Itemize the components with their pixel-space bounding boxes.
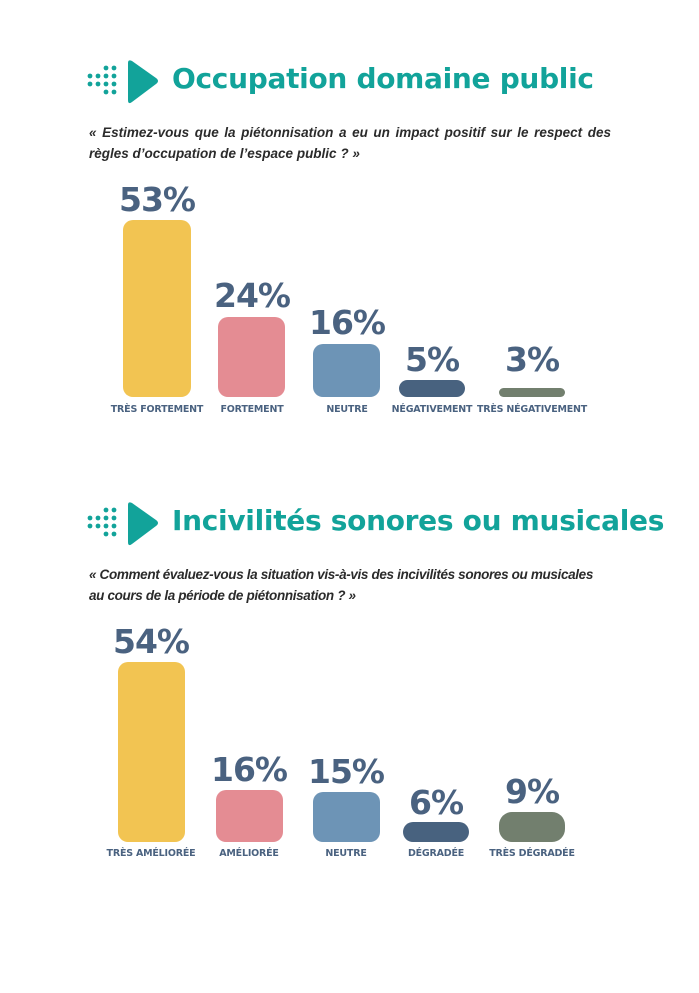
value-label: 6% xyxy=(408,783,464,822)
category-label: TRÈS DÉGRADÉE xyxy=(489,848,575,859)
survey-question: « Comment évaluez-vous la situation vis-… xyxy=(89,567,593,603)
value-label: 16% xyxy=(309,303,386,342)
bar-degradee xyxy=(403,822,469,842)
value-label: 24% xyxy=(214,276,291,315)
bar-fortement xyxy=(218,317,285,397)
bar-tres-negativement xyxy=(499,388,565,397)
survey-question: « Estimez-vous que la piétonnisation a e… xyxy=(89,125,611,161)
dots-play-arrow-icon xyxy=(87,502,158,546)
category-label: TRÈS FORTEMENT xyxy=(110,404,204,415)
value-label: 3% xyxy=(504,340,560,379)
category-label: NEUTRE xyxy=(325,848,367,859)
dots-play-arrow-icon xyxy=(87,60,158,104)
category-label: TRÈS NÉGATIVEMENT xyxy=(476,404,588,415)
value-label: 16% xyxy=(211,750,288,789)
bar-amelioree xyxy=(216,790,283,842)
category-label: AMÉLIORÉE xyxy=(219,848,279,859)
value-label: 54% xyxy=(113,622,190,661)
section-title: Occupation domaine public xyxy=(172,62,594,95)
section-title: Incivilités sonores ou musicales xyxy=(172,504,665,537)
category-label: TRÈS AMÉLIORÉE xyxy=(106,848,196,859)
value-label: 53% xyxy=(119,180,196,219)
category-label: DÉGRADÉE xyxy=(407,848,465,859)
category-label: FORTEMENT xyxy=(220,404,284,415)
bar-neutre xyxy=(313,344,380,397)
bar-negativement xyxy=(399,380,465,397)
bar-neutre xyxy=(313,792,380,842)
value-label: 5% xyxy=(404,340,460,379)
bar-tres-amelioree xyxy=(118,662,185,842)
bar-tres-fortement xyxy=(123,220,191,397)
category-label: NÉGATIVEMENT xyxy=(391,404,473,415)
bar-tres-degradee xyxy=(499,812,565,842)
value-label: 9% xyxy=(504,772,560,811)
value-label: 15% xyxy=(308,752,385,791)
category-label: NEUTRE xyxy=(326,404,368,415)
